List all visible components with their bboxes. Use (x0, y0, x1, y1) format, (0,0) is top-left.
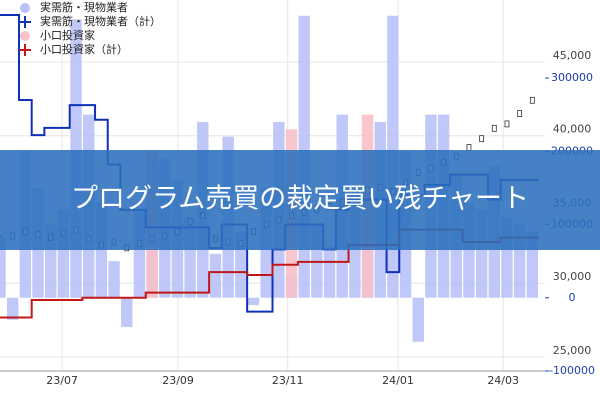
bar (235, 231, 247, 298)
x-tick-label: 24/01 (382, 374, 414, 387)
y-tick-label: 40,000 (553, 123, 592, 136)
bar (95, 202, 108, 298)
price-candle (491, 124, 497, 132)
price-candle (479, 135, 485, 143)
x-tick-label: 24/03 (487, 374, 519, 387)
y2-tick-label: 300000 (551, 71, 593, 84)
legend-label: 実需筋・現物業者 (40, 0, 128, 14)
x-tick-label: 23/07 (46, 374, 78, 387)
price-candle (529, 96, 535, 104)
bar (463, 202, 475, 298)
bar (6, 297, 19, 320)
bar (44, 224, 57, 298)
y-tick-label: 45,000 (553, 49, 592, 62)
bar (0, 239, 6, 298)
bar (108, 261, 120, 298)
bar (412, 297, 424, 342)
legend-label: 実需筋・現物業者（計） (40, 14, 161, 28)
y2-tick-label: -100000 (549, 364, 595, 377)
bar (133, 209, 146, 298)
bar (247, 297, 260, 306)
bar (475, 209, 488, 298)
bar (57, 209, 70, 298)
legend-marker (20, 3, 30, 13)
bar (184, 217, 196, 298)
bar (121, 297, 133, 328)
banner-text: プログラム売買の裁定買い残チャート (71, 184, 529, 215)
legend-label: 小口投資家（計） (40, 42, 128, 56)
y2-tick-label: 0 (569, 291, 576, 304)
bar (513, 224, 526, 298)
y-tick-label: 25,000 (553, 344, 592, 357)
bar (501, 217, 513, 298)
legend-label: 小口投資家 (40, 28, 95, 42)
bar (526, 231, 539, 298)
bar (209, 253, 222, 298)
bar (323, 246, 336, 298)
price-candle (466, 144, 472, 151)
price-candle (517, 110, 523, 117)
x-tick-label: 23/11 (272, 374, 304, 387)
legend-marker (20, 31, 30, 41)
y-tick-label: 30,000 (553, 270, 592, 283)
price-candle (504, 120, 510, 128)
banner (0, 150, 600, 250)
x-tick-label: 23/09 (162, 374, 194, 387)
